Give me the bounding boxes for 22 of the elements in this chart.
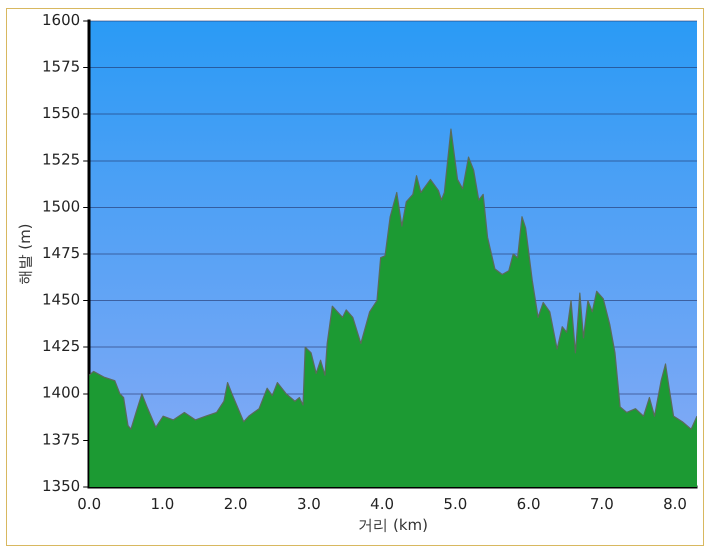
x-tick-label: 0.0 xyxy=(77,494,102,513)
x-tick-label: 2.0 xyxy=(224,494,248,513)
y-tick-label: 1400 xyxy=(42,384,80,402)
x-tick-label: 4.0 xyxy=(370,494,394,513)
y-tick-label: 1525 xyxy=(42,150,80,169)
x-axis-title: 거리 (km) xyxy=(358,516,428,534)
y-tick-label: 1575 xyxy=(42,57,80,76)
y-tick-label: 1350 xyxy=(42,476,80,495)
x-tick-label: 7.0 xyxy=(590,494,614,513)
y-tick-label: 1450 xyxy=(42,290,80,308)
y-tick-label: 1550 xyxy=(42,104,80,122)
y-tick-label: 1375 xyxy=(42,430,80,448)
y-tick-label: 1475 xyxy=(42,244,80,262)
x-tick-label: 5.0 xyxy=(443,494,468,513)
x-tick-label: 8.0 xyxy=(663,494,687,513)
y-tick-label: 1425 xyxy=(42,337,80,356)
x-tick-label: 6.0 xyxy=(516,494,540,513)
y-axis-title: 해발 (m) xyxy=(16,223,34,285)
y-tick-label: 1600 xyxy=(42,10,80,29)
y-tick-label: 1500 xyxy=(42,197,80,216)
x-tick-label: 3.0 xyxy=(296,494,321,513)
x-tick-label: 1.0 xyxy=(150,494,174,513)
